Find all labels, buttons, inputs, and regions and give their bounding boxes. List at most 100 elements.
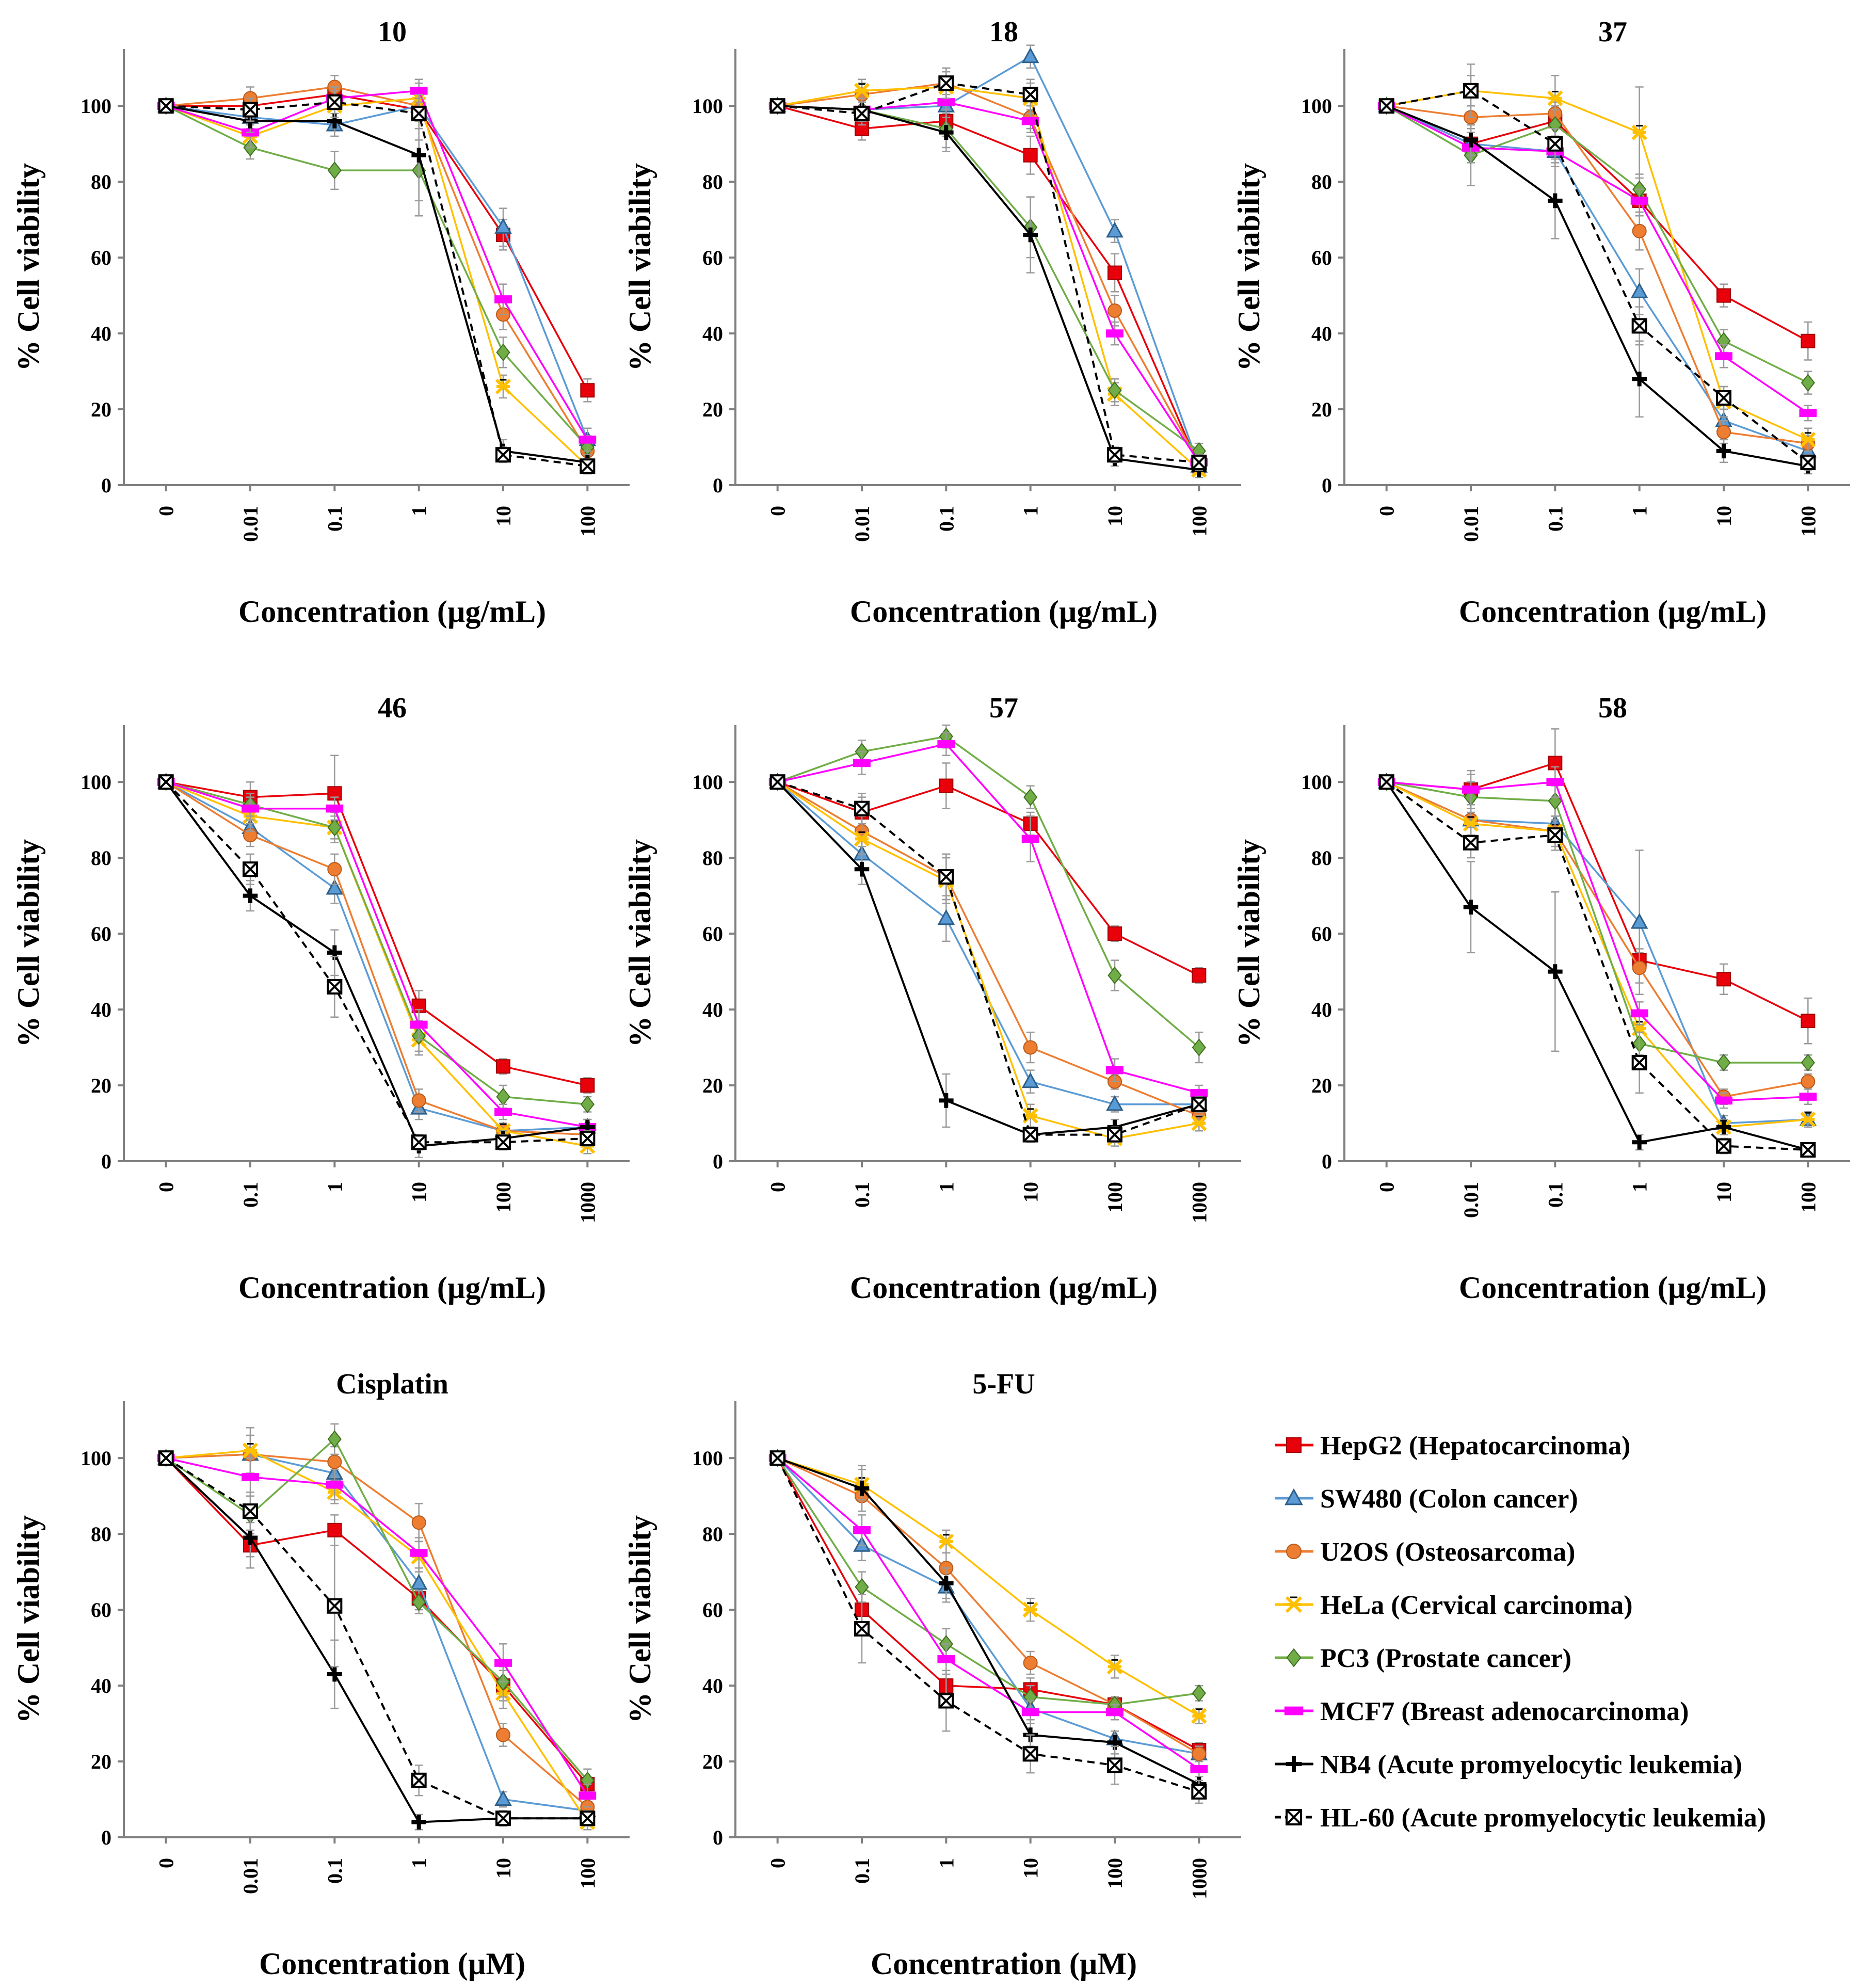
series-line (1386, 89, 1809, 463)
y-tick-label: 0 (713, 474, 723, 497)
y-tick-label: 80 (91, 170, 111, 194)
x-tick-label: 10 (1712, 1182, 1736, 1203)
legend-label: HeLa (Cervical carcinoma) (1320, 1591, 1633, 1620)
series-line (166, 781, 588, 1147)
data-point (242, 804, 259, 813)
data-point (579, 1791, 597, 1800)
chart-panel-cisplatin: 0 20 40 60 80 100 0 0.01 0.1 1 10 100 Cisplatin Conce… (11, 1368, 630, 1981)
data-point (1716, 390, 1731, 406)
series-u2os (1379, 99, 1816, 452)
legend-item-hela: HeLa (Cervical carcinoma) (1275, 1591, 1633, 1620)
y-axis-label: % Cell viability (11, 163, 45, 371)
series-hela (769, 1450, 1207, 1724)
data-point (1107, 926, 1122, 941)
data-point (411, 105, 427, 121)
data-point (1800, 454, 1816, 470)
data-point (1107, 447, 1122, 463)
data-point (243, 1503, 258, 1519)
data-point (1022, 1602, 1038, 1618)
x-tick-label: 1000 (576, 1182, 599, 1223)
data-point (1800, 431, 1816, 447)
series-sw480 (1377, 97, 1817, 459)
series-u2os (770, 1451, 1207, 1762)
x-axis-label: Concentration (µg/mL) (238, 1271, 546, 1305)
x-tick-label: 100 (1796, 1182, 1820, 1213)
data-point (1716, 425, 1731, 440)
data-point (158, 774, 174, 790)
data-point (580, 383, 595, 398)
legend-item-u2os: U2OS (Osteosarcoma) (1275, 1537, 1575, 1567)
series-hl60 (769, 1450, 1207, 1804)
data-point (1800, 1142, 1816, 1158)
data-point (1801, 1074, 1816, 1089)
data-point (496, 343, 510, 362)
legend-item-mcf7: MCF7 (Breast adenocarcinoma) (1275, 1697, 1689, 1726)
data-point (854, 1621, 870, 1637)
series-hl60 (769, 774, 1207, 1143)
legend-marker (1284, 1706, 1304, 1716)
data-point (411, 148, 426, 163)
series-nb4 (770, 1450, 1207, 1793)
data-point (243, 102, 258, 118)
series-sw480 (768, 773, 1208, 1113)
data-point (495, 378, 511, 395)
series-hepg2 (1379, 99, 1816, 361)
series-pc3 (159, 1423, 595, 1793)
data-point (411, 1815, 426, 1830)
series-line (165, 1437, 588, 1781)
series-line (1386, 781, 1808, 1128)
x-axis-label: Concentration (µg/mL) (850, 595, 1158, 629)
series-hl60 (158, 1450, 596, 1827)
y-tick-label: 20 (91, 1750, 111, 1773)
data-point (854, 1481, 870, 1496)
y-tick-label: 100 (692, 771, 723, 794)
data-point (1801, 1014, 1816, 1029)
data-point (1546, 778, 1564, 787)
series-mcf7 (157, 1454, 597, 1808)
series-line (165, 1457, 588, 1823)
y-tick-label: 100 (81, 771, 111, 794)
series-line (777, 781, 1200, 976)
chart-title: 5-FU (972, 1368, 1035, 1400)
data-point (1463, 83, 1479, 99)
data-point (937, 1655, 955, 1663)
x-tick-label: 0.1 (935, 506, 958, 532)
data-point (1631, 124, 1647, 140)
series-line (166, 781, 588, 1086)
data-point (1716, 1138, 1731, 1154)
x-axis-label: Concentration (µg/mL) (1459, 595, 1767, 629)
data-point (1378, 98, 1394, 114)
legend-label: MCF7 (Breast adenocarcinoma) (1320, 1697, 1689, 1726)
data-point (1548, 964, 1563, 979)
data-point (1190, 1765, 1208, 1773)
x-tick-label: 0.1 (850, 1182, 874, 1208)
data-point (1023, 1656, 1038, 1670)
series-line (166, 105, 588, 463)
data-point (327, 1598, 343, 1614)
chart-panel-18: 0 20 40 60 80 100 0 0.01 0.1 1 10 100 18 Concentratio… (623, 16, 1241, 629)
y-tick-label: 100 (1301, 94, 1332, 118)
data-point (1632, 223, 1647, 238)
x-tick-label: 1 (1628, 1182, 1651, 1192)
data-point (1631, 1054, 1647, 1070)
x-tick-label: 10 (1712, 506, 1736, 526)
series-line (1386, 105, 1809, 384)
series-hela (158, 774, 596, 1155)
data-point (412, 1593, 426, 1611)
data-point (495, 447, 511, 463)
y-tick-label: 20 (1311, 398, 1332, 421)
x-tick-label: 0 (155, 1182, 178, 1192)
series-line (777, 101, 1200, 463)
y-tick-label: 80 (1311, 846, 1332, 870)
data-point (580, 1095, 595, 1113)
data-point (1378, 774, 1394, 790)
data-point (580, 1078, 595, 1093)
series-pc3 (771, 1449, 1206, 1714)
data-point (1192, 1038, 1206, 1056)
y-tick-label: 20 (91, 1074, 111, 1097)
legend-item-sw480: SW480 (Colon cancer) (1275, 1484, 1578, 1514)
x-tick-label: 0.1 (1544, 1182, 1567, 1208)
data-point (1106, 221, 1123, 238)
